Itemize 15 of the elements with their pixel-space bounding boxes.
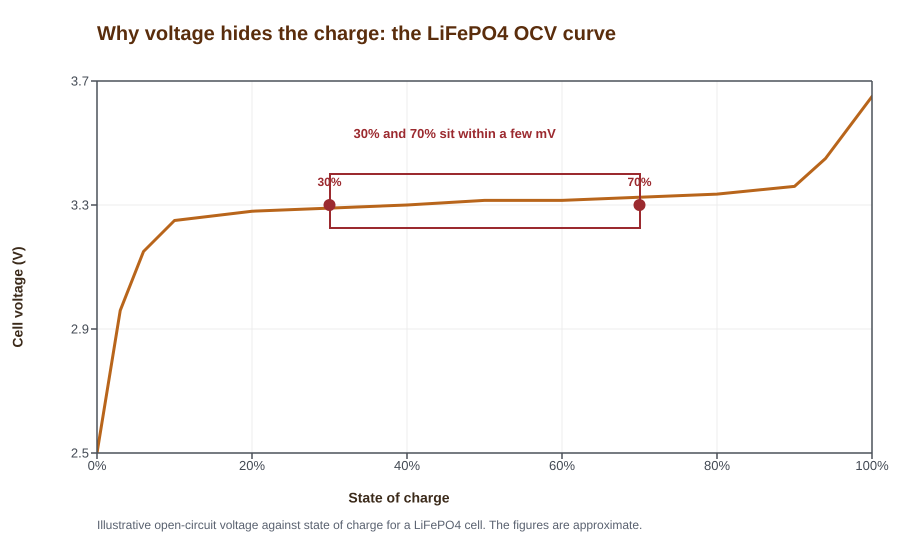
x-tick-label: 80% <box>704 458 730 474</box>
y-tick-label: 3.3 <box>70 198 89 213</box>
x-tick-label: 40% <box>394 458 420 474</box>
y-tick-label: 3.7 <box>70 74 89 89</box>
chart-title: Why voltage hides the charge: the LiFePO4 OCV curve <box>97 23 616 45</box>
x-axis-title: State of charge <box>348 490 450 506</box>
x-tick-label: 0% <box>88 458 107 474</box>
x-tick-label: 100% <box>855 458 890 474</box>
x-tick-label: 20% <box>238 458 266 474</box>
y-tick-label: 2.5 <box>70 446 89 461</box>
x-tick-label: 60% <box>548 458 576 474</box>
y-axis-title: Cell voltage (V) <box>10 246 26 348</box>
y-tick-label: 2.9 <box>70 322 89 337</box>
text: Illustrative open-circuit voltage against state of charge for a LiFePO4 cell. The figures are approximate. <box>97 518 642 532</box>
annotation: 30% and 70% sit within a few mV <box>354 126 556 141</box>
